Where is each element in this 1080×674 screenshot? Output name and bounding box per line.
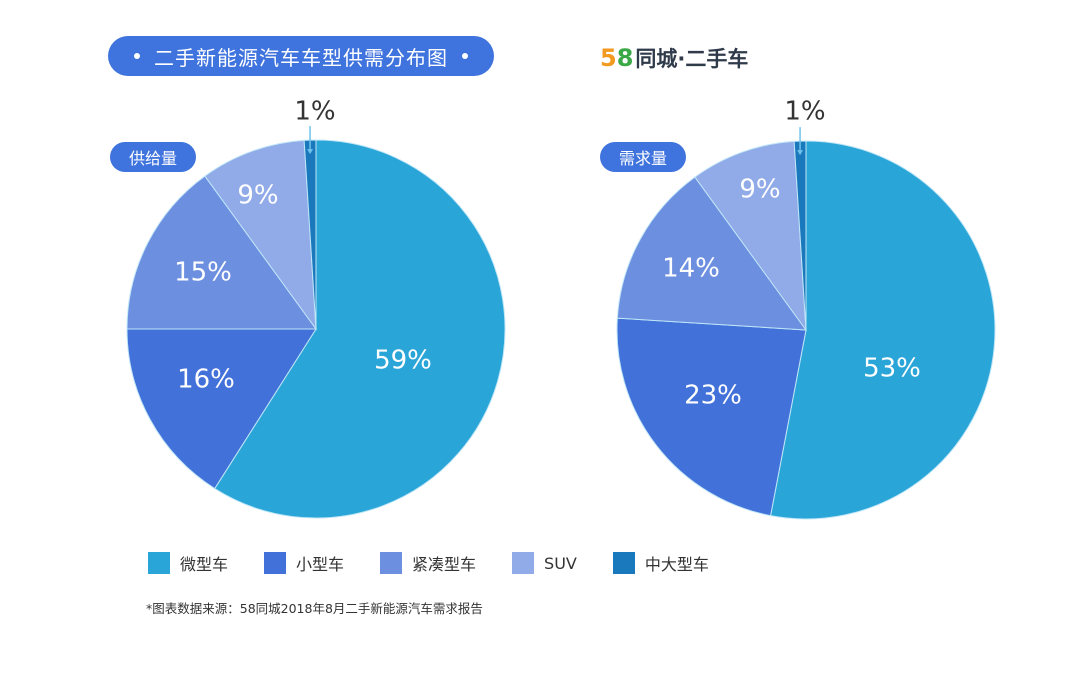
legend-label-micro: 微型车 (180, 555, 229, 574)
demand-pointer-arrow (797, 150, 804, 156)
brand-logo: 5 8 同城·二手车 (600, 44, 748, 72)
demand-slice-compact (616, 176, 808, 331)
legend-label-compact: 紧凑型车 (412, 555, 477, 574)
demand-slice-suv (694, 140, 807, 332)
title-dot-right (462, 53, 468, 59)
demand-pie-title: 需求量 (600, 142, 686, 172)
supply-label-suv: 9% (237, 181, 278, 211)
legend: 微型车 小型车 紧凑型车 SUV 中大型车 (148, 551, 745, 575)
demand-label-compact: 14% (662, 254, 720, 284)
supply-slice-small (126, 328, 317, 490)
supply-slice-micro (214, 139, 506, 519)
supply-label-micro: 59% (374, 346, 432, 376)
legend-label-small: 小型车 (296, 555, 345, 574)
logo-digit-8: 8 (616, 44, 634, 72)
legend-swatch-small (264, 552, 287, 574)
legend-swatch-micro (148, 552, 170, 574)
title-dot-left (134, 53, 140, 59)
legend-label-midlarge: 中大型车 (644, 555, 709, 574)
legend-item-small: 小型车 (264, 551, 344, 575)
legend-label-suv: SUV (544, 553, 577, 573)
legend-item-micro: 微型车 (148, 551, 228, 575)
supply-label-small: 16% (177, 365, 235, 395)
legend-swatch-midlarge (612, 552, 635, 574)
demand-slice-micro (770, 140, 996, 520)
supply-pie-title: 供给量 (110, 142, 196, 172)
logo-text: 同城·二手车 (635, 47, 749, 71)
chart-title-banner: 二手新能源汽车车型供需分布图 (108, 36, 494, 76)
supply-pointer-arrow (307, 149, 314, 155)
chart-title: 二手新能源汽车车型供需分布图 (154, 45, 448, 70)
supply-label-midlarge: 1% (294, 97, 335, 127)
legend-swatch-compact (380, 552, 403, 574)
legend-item-compact: 紧凑型车 (380, 551, 476, 575)
demand-label-midlarge: 1% (784, 97, 825, 127)
logo-digit-5: 5 (600, 44, 617, 72)
demand-label-suv: 9% (739, 175, 780, 205)
supply-label-compact: 15% (174, 258, 232, 288)
legend-swatch-suv (512, 552, 535, 574)
legend-item-suv: SUV (512, 552, 577, 574)
demand-label-micro: 53% (863, 354, 921, 384)
supply-slice-suv (204, 139, 317, 331)
data-source-note: *图表数据来源：58同城2018年8月二手新能源汽车需求报告 (146, 601, 483, 616)
legend-item-midlarge: 中大型车 (612, 551, 709, 575)
demand-slice-small (616, 317, 807, 517)
supply-slice-compact (126, 175, 317, 330)
demand-label-small: 23% (684, 381, 742, 411)
